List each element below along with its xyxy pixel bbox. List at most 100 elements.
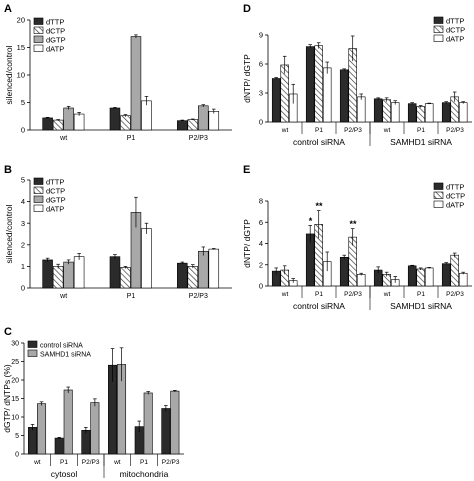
legend-swatch (33, 44, 44, 52)
bar-dttp (109, 107, 121, 131)
x-tick-label: wt (59, 135, 67, 142)
bar-dttp (339, 257, 349, 287)
legend-swatch (33, 17, 44, 25)
x-tick-label: P2/P3 (162, 459, 180, 466)
bar-dttp (271, 78, 281, 123)
x-group-label: SAMHD1 siRNA (390, 301, 452, 311)
y-tick-label: 15 (11, 396, 19, 403)
legend-swatch (33, 35, 44, 43)
x-tick-label: wt (383, 127, 391, 134)
x-tick-label: P1 (60, 459, 68, 466)
legend-swatch (433, 25, 444, 33)
y-tick-label: 8 (259, 197, 263, 206)
legend-swatch (33, 195, 44, 203)
bar-dctp (450, 254, 459, 287)
bar-dgtp (63, 107, 74, 131)
y-axis-label: dNTP/ dGTP (242, 219, 252, 268)
panel-label: D (243, 3, 251, 15)
panel-label: B (4, 164, 12, 176)
bar-datp (356, 96, 366, 123)
y-tick-label: 25 (11, 359, 19, 366)
bar-datp (322, 67, 332, 123)
legend-swatch (33, 177, 44, 185)
legend-label: dGTP (46, 196, 66, 205)
bar-dctp (52, 119, 64, 131)
bar-dttp (407, 265, 417, 287)
legend-label: dCTP (446, 26, 465, 35)
panel-label: E (243, 164, 250, 176)
legend-label: dCTP (446, 192, 465, 201)
significance-marker: * (309, 216, 313, 226)
y-tick-label: 4 (21, 197, 25, 206)
chart-panel-b: B 0 1 2 3 4 5 silenced/control wt P1 P2/P3 dTTPdCTP… (4, 164, 232, 300)
bar-dgtp (63, 261, 74, 289)
x-tick-label: wt (281, 127, 289, 134)
y-tick-label: 20 (11, 378, 19, 385)
legend-swatch (433, 191, 444, 199)
y-tick-label: 2 (21, 240, 25, 249)
legend-swatch (33, 26, 44, 34)
panel-label: A (4, 3, 12, 15)
x-tick-label: wt (113, 459, 121, 466)
legend-label: dTTP (46, 178, 64, 187)
bar-datp (390, 102, 400, 123)
y-tick-label: 0 (259, 282, 263, 291)
bar-dttp (42, 259, 53, 289)
x-tick-label: P1 (140, 459, 148, 466)
y-tick-label: 0 (15, 452, 19, 459)
y-tick-label: 4 (259, 239, 263, 248)
y-tick-label: 20 (17, 16, 25, 25)
legend-swatch (27, 340, 38, 348)
bar-datp (73, 113, 85, 131)
x-group-label: control siRNA (293, 137, 345, 147)
bar-dttp (42, 117, 53, 131)
legend-label: dCTP (46, 27, 65, 36)
bar-dttp (339, 69, 349, 123)
bar-dctp (187, 266, 199, 289)
bar-dctp (314, 45, 323, 123)
y-tick-label: 5 (21, 98, 25, 107)
x-tick-label: P2/P3 (446, 291, 464, 298)
y-tick-label: 6 (259, 218, 263, 227)
bar-datp (424, 267, 434, 287)
bar-dgtp (198, 105, 209, 131)
y-tick-label: 0 (259, 118, 263, 127)
legend-label: dCTP (46, 187, 65, 196)
y-tick-label: 10 (17, 71, 25, 80)
y-tick-label: 2 (259, 260, 263, 269)
bar-dctp (416, 106, 425, 123)
legend-swatch (27, 349, 38, 357)
y-axis-label: dNTP/ dGTP (242, 54, 252, 103)
bar-samhd1-sirna (143, 392, 153, 455)
bar-datp (141, 228, 152, 289)
bar-dgtp (130, 36, 142, 131)
x-tick-label: P2/P3 (189, 293, 208, 300)
bar-dttp (177, 262, 188, 289)
y-tick-label: 3 (21, 219, 25, 228)
bar-datp (458, 272, 468, 287)
x-tick-label: P1 (127, 293, 136, 300)
bar-dctp (120, 267, 131, 289)
legend-label: SAMHD1 siRNA (40, 352, 91, 359)
y-tick-label: 10 (11, 415, 19, 422)
x-tick-label: P1 (315, 291, 323, 298)
x-tick-label: P1 (127, 135, 136, 142)
bar-dctp (382, 99, 391, 123)
legend-label: dATP (446, 201, 464, 210)
x-group-label: control siRNA (293, 301, 345, 311)
legend-label: dTTP (446, 183, 464, 192)
bar-control-sirna (54, 437, 64, 455)
x-tick-label: P1 (417, 291, 425, 298)
significance-marker: ** (315, 201, 323, 211)
legend-label: dGTP (46, 36, 66, 45)
chart-panel-a: A 0 5 10 15 20 silenced/control wt P1 P2/P3 dTTPdC… (4, 3, 232, 142)
bar-dttp (305, 46, 315, 123)
chart-panel-d: D 0 3 6 9 dNTP/ dGTP wt P1 P2/P3 wt P1 P2/P3 control… (242, 3, 472, 147)
bar-dctp (416, 268, 425, 287)
x-tick-label: P2/P3 (344, 127, 362, 134)
legend: control siRNA SAMHD1 siRNA (27, 340, 91, 359)
x-tick-label: wt (281, 291, 289, 298)
